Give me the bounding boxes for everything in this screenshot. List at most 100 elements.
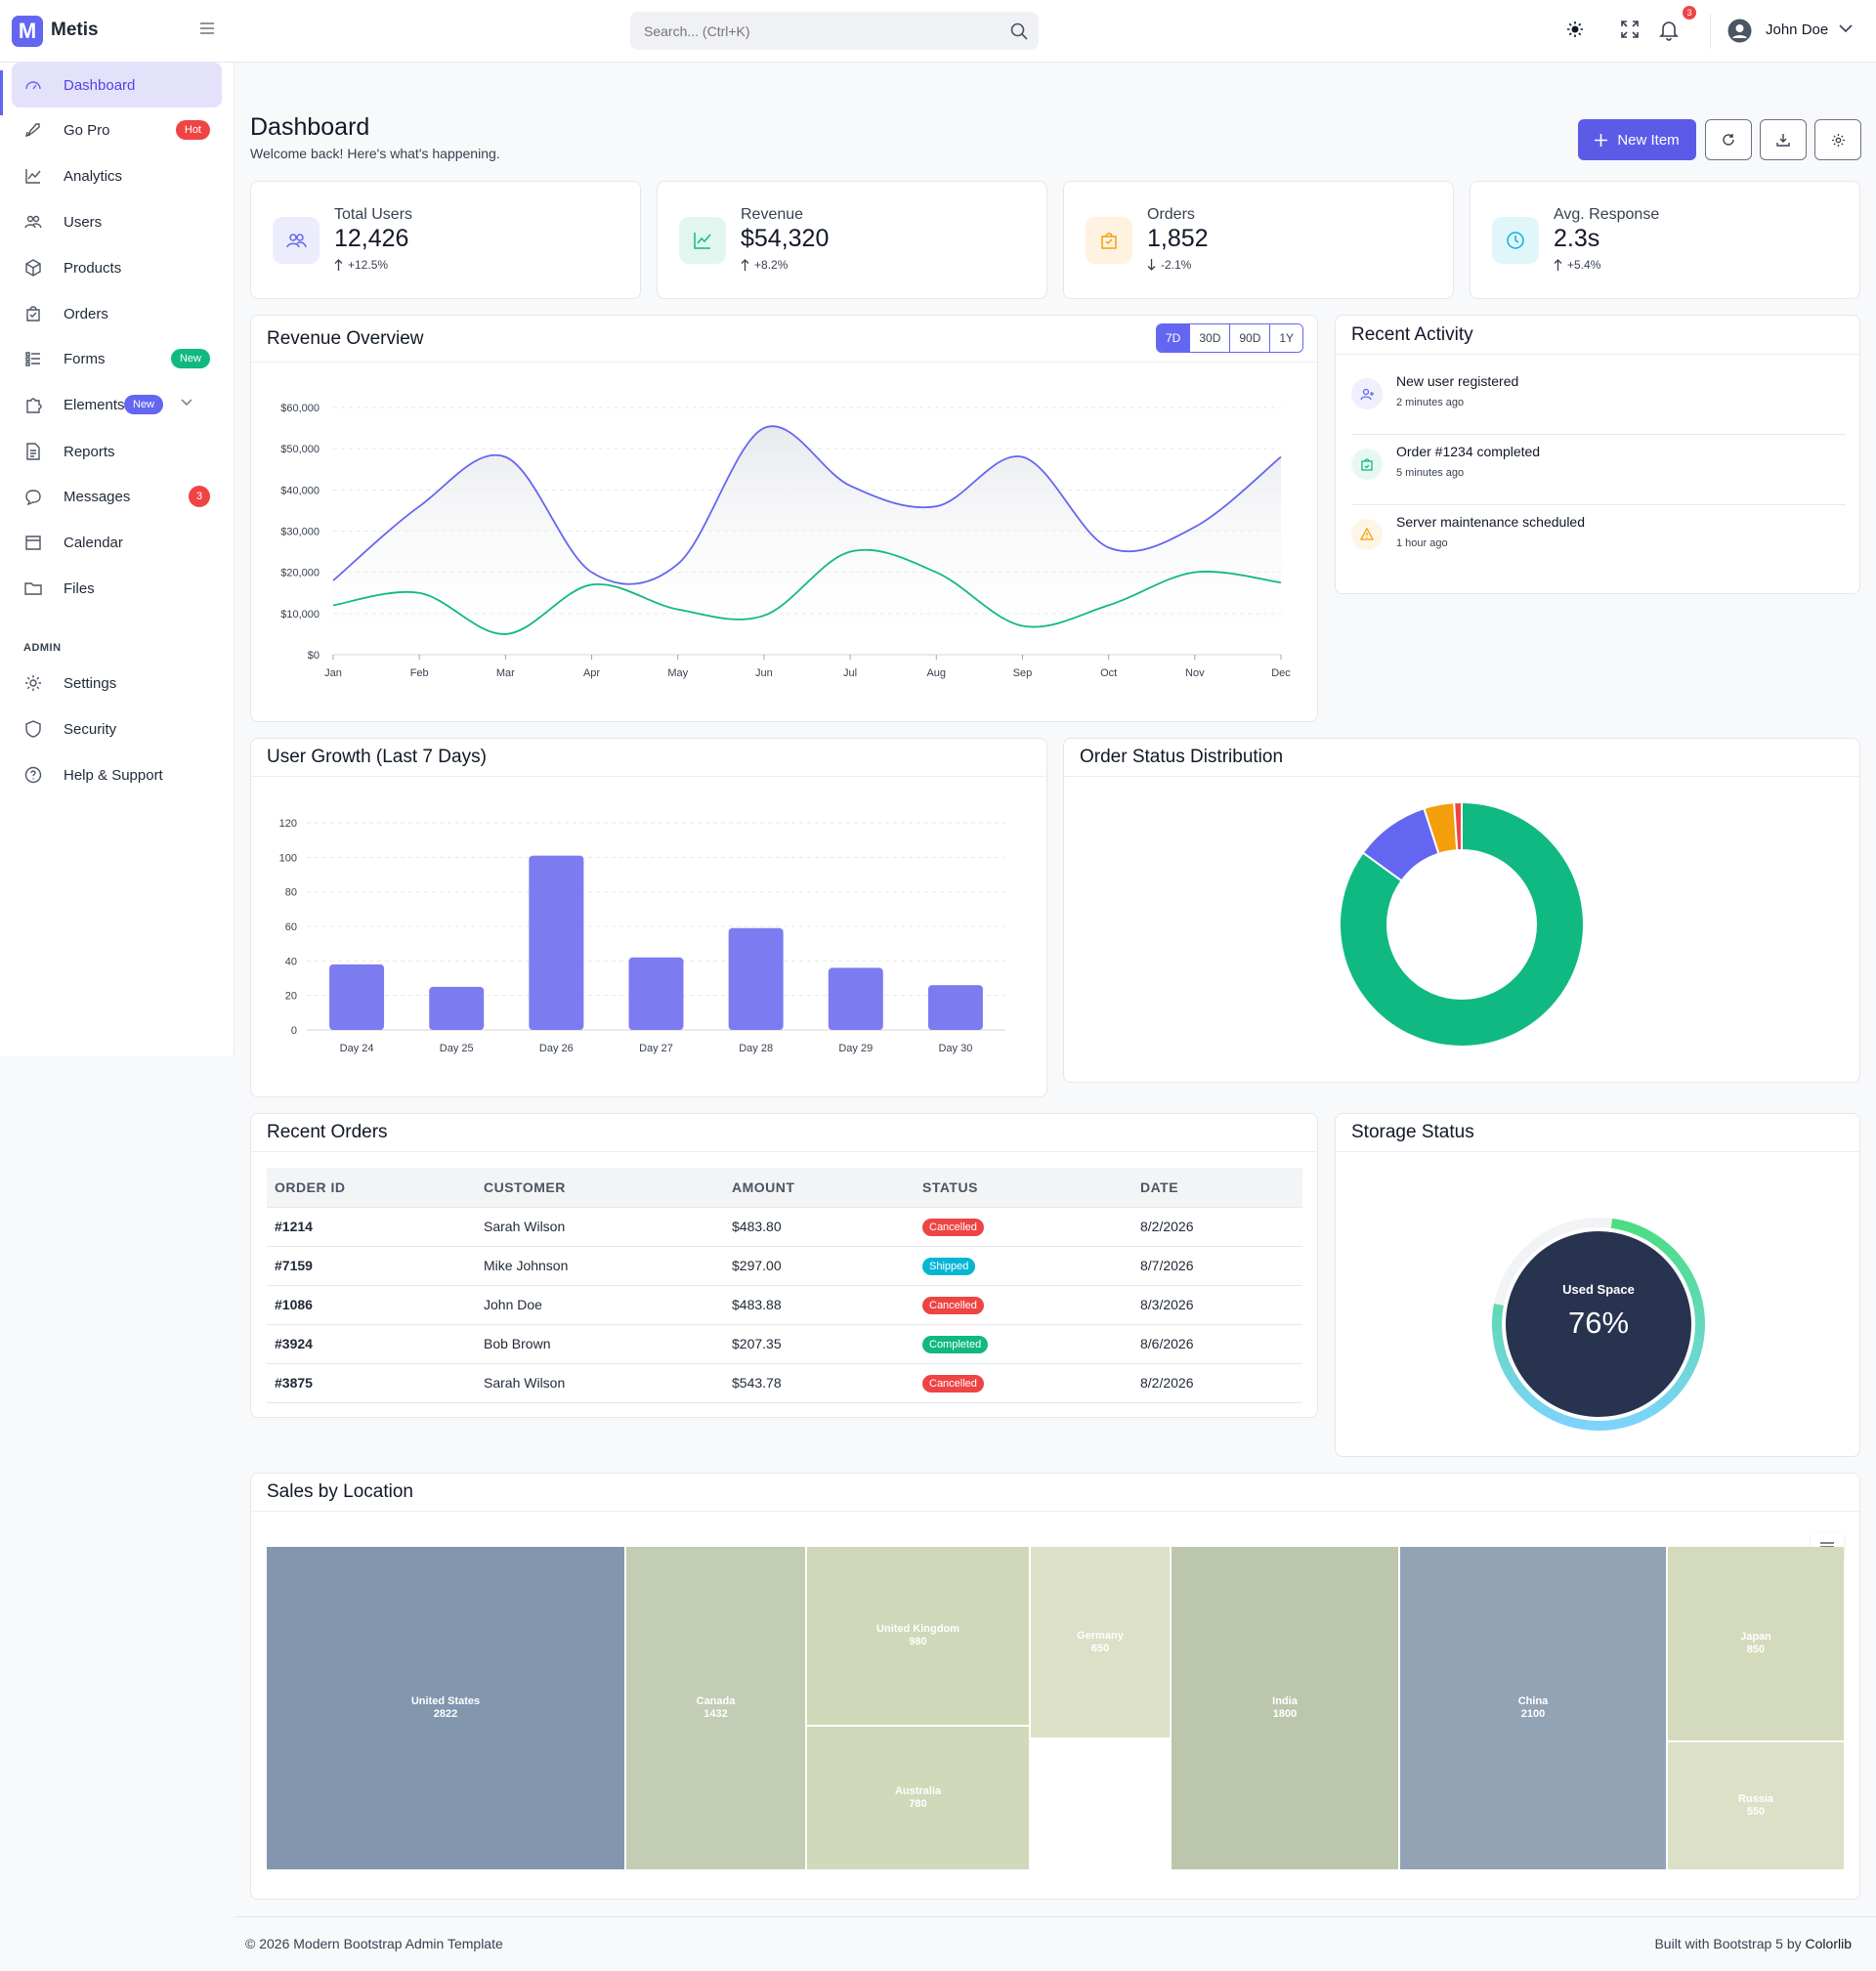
bar[interactable]: [429, 986, 485, 1030]
fullscreen-icon[interactable]: [1620, 20, 1640, 39]
treemap-cell-united-states[interactable]: United States 2822: [267, 1547, 624, 1869]
table-row[interactable]: #1214 Sarah Wilson $483.80 Cancelled 8/2/202…: [267, 1207, 1302, 1246]
sidebar-item-messages[interactable]: Messages 3: [12, 474, 222, 519]
calendar-icon: [22, 532, 44, 553]
sidebar-badge: New: [124, 395, 164, 414]
bar[interactable]: [828, 967, 883, 1030]
search-input[interactable]: [644, 22, 996, 39]
donut-slice[interactable]: [1339, 800, 1585, 1048]
refresh-button[interactable]: [1705, 119, 1752, 160]
user-avatar-icon[interactable]: [1727, 19, 1752, 43]
table-row[interactable]: #1086 John Doe $483.88 Cancelled 8/3/2026: [267, 1285, 1302, 1324]
new-item-button[interactable]: New Item: [1578, 119, 1696, 160]
treemap-cell-russia[interactable]: Russia 550: [1668, 1742, 1844, 1869]
sidebar-item-security[interactable]: Security: [12, 707, 222, 751]
user-menu-chevron-down-icon[interactable]: [1839, 23, 1853, 33]
sidebar-item-analytics[interactable]: Analytics: [12, 153, 222, 198]
order-amount: $543.78: [732, 1375, 782, 1391]
treemap-cell-australia[interactable]: Australia 780: [807, 1727, 1029, 1869]
bar[interactable]: [329, 964, 385, 1030]
column-header[interactable]: ORDER ID: [275, 1178, 346, 1195]
sidebar-item-reports[interactable]: Reports: [12, 429, 222, 474]
activity-item[interactable]: Order #1234 completed 5 minutes ago: [1351, 444, 1846, 505]
sidebar-item-help-support[interactable]: Help & Support: [12, 752, 222, 797]
stat-card: Orders 1,852 -2.1%: [1063, 181, 1454, 299]
stat-value: 12,426: [334, 225, 409, 252]
treemap-cell-india[interactable]: India 1800: [1172, 1547, 1398, 1869]
table-row[interactable]: #3924 Bob Brown $207.35 Completed 8/6/2026: [267, 1324, 1302, 1363]
top-bar: M Metis 3 John Doe: [0, 0, 1876, 63]
treemap-cell-united-kingdom[interactable]: United Kingdom 980: [807, 1547, 1029, 1725]
y-tick-label: $60,000: [280, 403, 320, 414]
document-icon: [22, 441, 44, 462]
sidebar-item-products[interactable]: Products: [12, 245, 222, 290]
dashboard-icon: [22, 74, 44, 96]
activity-text: New user registered: [1396, 373, 1519, 389]
bar[interactable]: [927, 985, 983, 1030]
notification-bell-icon[interactable]: [1659, 20, 1679, 41]
sidebar-item-users[interactable]: Users: [12, 199, 222, 244]
status-badge: Completed: [922, 1335, 989, 1353]
footer-credit: Built with Bootstrap 5 by Colorlib: [1654, 1936, 1852, 1951]
settings-button[interactable]: [1814, 119, 1861, 160]
gauge-center: [1506, 1231, 1691, 1417]
table-row[interactable]: #3875 Sarah Wilson $543.78 Cancelled 8/2/202…: [267, 1363, 1302, 1402]
range-90d-button[interactable]: 90D: [1229, 324, 1270, 352]
order-id[interactable]: #1086: [275, 1297, 313, 1312]
activity-item[interactable]: Server maintenance scheduled 1 hour ago: [1351, 514, 1846, 576]
status-badge: Shipped: [922, 1257, 976, 1275]
menu-toggle-icon[interactable]: [198, 20, 216, 37]
range-1y-button[interactable]: 1Y: [1269, 324, 1303, 352]
sidebar-item-go-pro[interactable]: Go Pro Hot: [12, 107, 222, 152]
range-30d-button[interactable]: 30D: [1189, 324, 1230, 352]
order-amount: $483.80: [732, 1219, 782, 1234]
sidebar-item-dashboard[interactable]: Dashboard: [12, 63, 222, 107]
search-icon[interactable]: [1009, 21, 1029, 41]
x-tick-label: Day 24: [340, 1043, 374, 1054]
bar[interactable]: [728, 927, 784, 1030]
bar[interactable]: [529, 855, 584, 1030]
sidebar-item-orders[interactable]: Orders: [12, 291, 222, 336]
sidebar-item-calendar[interactable]: Calendar: [12, 520, 222, 565]
sidebar-item-forms[interactable]: Forms New: [12, 336, 222, 381]
user-name[interactable]: John Doe: [1766, 21, 1829, 38]
order-date: 8/2/2026: [1140, 1219, 1194, 1234]
column-header[interactable]: DATE: [1140, 1178, 1179, 1195]
sidebar-item-elements[interactable]: Elements New: [12, 382, 222, 427]
sidebar-item-settings[interactable]: Settings: [12, 661, 222, 706]
colorlib-link[interactable]: Colorlib: [1805, 1936, 1852, 1951]
recent-activity-title: Recent Activity: [1336, 316, 1859, 355]
treemap-cell-name: Canada: [696, 1695, 736, 1707]
theme-toggle-icon[interactable]: [1566, 21, 1584, 38]
donut-slice[interactable]: [1453, 800, 1463, 852]
download-button[interactable]: [1760, 119, 1807, 160]
activity-item[interactable]: New user registered 2 minutes ago: [1351, 373, 1846, 435]
sidebar-item-files[interactable]: Files: [12, 566, 222, 611]
treemap-cell-china[interactable]: China 2100: [1400, 1547, 1666, 1869]
column-header[interactable]: AMOUNT: [732, 1178, 795, 1195]
app-logo[interactable]: M: [12, 16, 43, 47]
revenue-overview-card: Revenue Overview 7D 30D 90D 1Y $0 $10,000 $20…: [250, 315, 1318, 722]
arrow-up-icon: [334, 259, 343, 271]
order-id[interactable]: #3875: [275, 1375, 313, 1391]
column-header[interactable]: CUSTOMER: [484, 1178, 566, 1195]
table-row[interactable]: #7159 Mike Johnson $297.00 Shipped 8/7/2026: [267, 1246, 1302, 1285]
range-7d-button[interactable]: 7D: [1157, 324, 1190, 352]
bar[interactable]: [628, 957, 684, 1030]
order-status-card: Order Status Distribution: [1063, 738, 1860, 1083]
column-header[interactable]: STATUS: [922, 1178, 978, 1195]
treemap-cell-germany[interactable]: Germany 650: [1031, 1547, 1170, 1737]
storage-status-card: Storage Status Used Space 76%: [1335, 1113, 1860, 1457]
treemap-cell-canada[interactable]: Canada 1432: [626, 1547, 805, 1869]
y-tick-label: $10,000: [280, 609, 320, 621]
order-id[interactable]: #7159: [275, 1258, 313, 1273]
status-badge: Cancelled: [922, 1296, 984, 1314]
treemap-cell-japan[interactable]: Japan 850: [1668, 1547, 1844, 1740]
chevron-down-icon[interactable]: [181, 399, 192, 407]
search-bar[interactable]: [630, 12, 1039, 50]
customer-name: Mike Johnson: [484, 1258, 569, 1273]
page-subtitle: Welcome back! Here's what's happening.: [250, 146, 500, 161]
stat-label: Revenue: [741, 206, 804, 223]
order-id[interactable]: #3924: [275, 1336, 313, 1351]
order-id[interactable]: #1214: [275, 1219, 313, 1234]
